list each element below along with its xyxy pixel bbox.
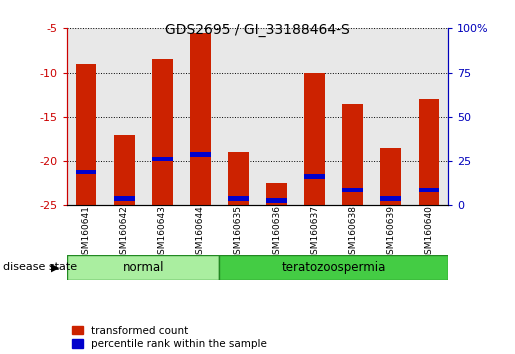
Bar xyxy=(381,196,401,201)
Bar xyxy=(228,196,249,201)
Bar xyxy=(228,152,249,205)
Bar xyxy=(304,175,325,179)
Bar xyxy=(381,148,401,205)
Bar xyxy=(67,255,219,280)
Bar xyxy=(114,196,134,201)
Bar xyxy=(76,170,96,175)
Bar xyxy=(152,156,173,161)
Bar xyxy=(266,183,287,205)
Text: disease state: disease state xyxy=(3,262,77,272)
Text: GSM160641: GSM160641 xyxy=(81,205,91,260)
Bar xyxy=(152,59,173,205)
Bar xyxy=(342,188,363,192)
Bar xyxy=(190,152,211,156)
Text: ▶: ▶ xyxy=(50,262,59,272)
Bar xyxy=(419,99,439,205)
Text: GSM160642: GSM160642 xyxy=(119,205,129,260)
Text: GSM160636: GSM160636 xyxy=(272,205,281,260)
Legend: transformed count, percentile rank within the sample: transformed count, percentile rank withi… xyxy=(72,326,267,349)
Text: normal: normal xyxy=(123,261,164,274)
Text: GSM160638: GSM160638 xyxy=(348,205,357,260)
Bar xyxy=(342,104,363,205)
Bar xyxy=(114,135,134,205)
Bar xyxy=(266,198,287,202)
Text: GSM160639: GSM160639 xyxy=(386,205,396,260)
Bar xyxy=(304,73,325,205)
Text: GDS2695 / GI_33188464-S: GDS2695 / GI_33188464-S xyxy=(165,23,350,37)
Text: GSM160643: GSM160643 xyxy=(158,205,167,260)
Text: GSM160644: GSM160644 xyxy=(196,205,205,260)
Bar xyxy=(219,255,448,280)
Text: teratozoospermia: teratozoospermia xyxy=(282,261,386,274)
Text: GSM160635: GSM160635 xyxy=(234,205,243,260)
Text: GSM160637: GSM160637 xyxy=(310,205,319,260)
Bar xyxy=(419,188,439,192)
Bar xyxy=(190,33,211,205)
Bar xyxy=(76,64,96,205)
Text: GSM160640: GSM160640 xyxy=(424,205,434,260)
